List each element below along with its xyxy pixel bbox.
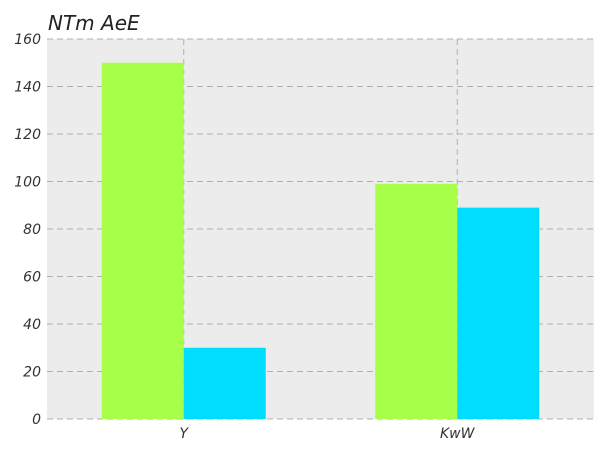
x-axis-ticks: Y KwW	[179, 426, 475, 442]
bar-y-series-1	[101, 62, 184, 419]
bars	[101, 62, 540, 419]
y-tick-label: 20	[23, 365, 41, 381]
bar-kww-series-2	[457, 207, 540, 419]
y-tick-label: 160	[14, 32, 41, 48]
y-tick-label: 140	[14, 80, 41, 96]
x-tick-label: KwW	[440, 426, 476, 442]
bar-kww-series-1	[375, 183, 458, 419]
y-tick-label: 100	[14, 175, 41, 191]
y-tick-label: 60	[23, 270, 41, 286]
y-tick-label: 0	[32, 412, 41, 428]
y-tick-label: 80	[23, 222, 41, 238]
bar-y-series-2	[183, 347, 266, 419]
y-tick-label: 40	[23, 317, 41, 333]
chart-title: NTm AeE	[48, 11, 140, 35]
x-tick-label: Y	[179, 426, 189, 442]
y-axis-ticks: 0 20 40 60 80 100 120 140 160	[14, 32, 41, 428]
y-tick-label: 120	[14, 127, 41, 143]
